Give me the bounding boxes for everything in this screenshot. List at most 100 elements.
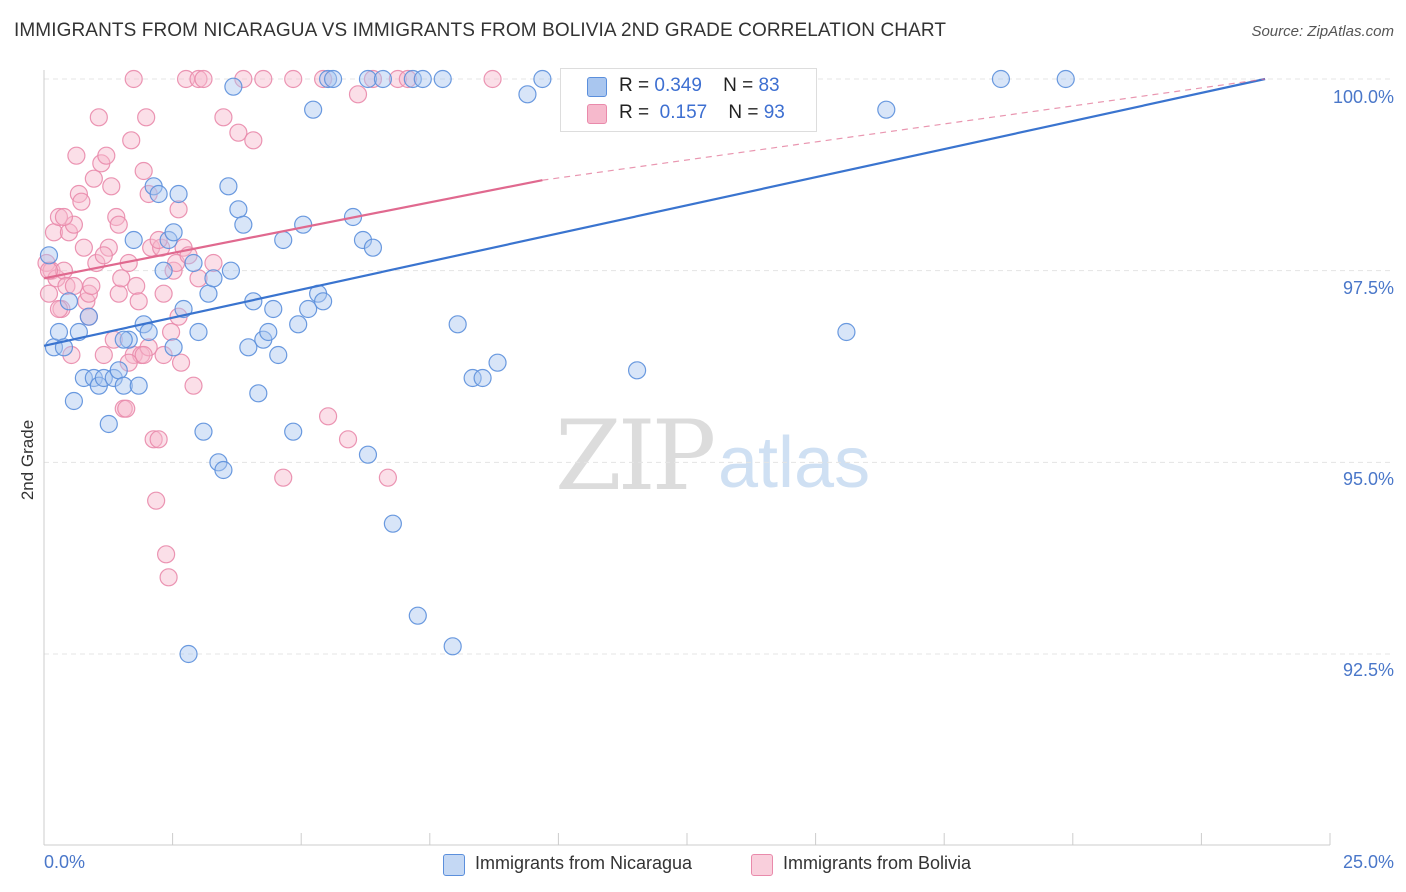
- bolivia-point: [398, 69, 417, 89]
- bolivia-point: [149, 430, 168, 449]
- nicaragua-point: [264, 299, 283, 319]
- nicaragua-point: [837, 322, 856, 342]
- bolivia-point: [64, 276, 84, 296]
- bolivia-point: [39, 261, 59, 280]
- bolivia-point: [109, 284, 128, 303]
- nicaragua-point: [403, 69, 422, 89]
- nicaragua-point: [109, 361, 128, 380]
- nicaragua-point: [473, 368, 492, 388]
- bolivia-point: [122, 131, 141, 150]
- bolivia-point: [161, 322, 181, 342]
- nicaragua-point: [289, 315, 308, 334]
- bolivia-point: [154, 284, 173, 303]
- bolivia-point: [102, 177, 121, 196]
- nicaragua-point: [413, 69, 432, 89]
- legend-text-nicaragua: R = 0.349 N = 83: [619, 75, 780, 97]
- nicaragua-point: [284, 422, 303, 441]
- bolivia-point: [363, 69, 383, 89]
- nicaragua-point: [433, 69, 452, 89]
- bolivia-point: [204, 253, 223, 273]
- y-tick-label: 95.0%: [1342, 469, 1394, 489]
- bolivia-point: [74, 238, 93, 257]
- bolivia-trendline: [43, 179, 543, 280]
- watermark-atlas: atlas: [718, 423, 871, 503]
- bolivia-point: [97, 146, 116, 165]
- bolivia-point: [254, 69, 273, 89]
- nicaragua-point: [269, 345, 288, 365]
- nicaragua-point: [49, 322, 69, 342]
- bolivia-point: [184, 376, 203, 395]
- nicaragua-point: [224, 77, 243, 96]
- nicaragua-point: [249, 384, 268, 403]
- bolivia-point: [229, 123, 248, 142]
- bolivia-point: [214, 108, 233, 127]
- nicaragua-point: [129, 376, 148, 395]
- correlation-legend: R = 0.349 N = 83 R = 0.157 N = 93: [560, 68, 817, 132]
- nicaragua-point: [448, 315, 467, 334]
- nicaragua-point: [64, 391, 84, 411]
- nicaragua-point: [877, 100, 896, 119]
- bolivia-point: [171, 353, 191, 372]
- bolivia-point: [244, 131, 263, 150]
- nicaragua-point: [214, 460, 233, 480]
- nicaragua-point: [518, 85, 537, 104]
- nicaragua-point: [488, 353, 507, 372]
- nicaragua-point: [383, 514, 402, 533]
- bolivia-point: [39, 284, 59, 303]
- nicaragua-point: [124, 230, 143, 250]
- nicaragua-point: [94, 368, 113, 388]
- nicaragua-point: [99, 414, 118, 434]
- nicaragua-point: [294, 215, 313, 234]
- nicaragua-point: [74, 368, 93, 388]
- nicaragua-point: [323, 69, 343, 89]
- nicaragua-point: [304, 100, 323, 119]
- bolivia-point: [84, 169, 103, 188]
- bolivia-point: [119, 353, 138, 372]
- nicaragua-point: [169, 184, 188, 204]
- x-max-label: 25.0%: [1342, 852, 1394, 872]
- nicaragua-point: [274, 230, 293, 250]
- n-value: 93: [763, 102, 785, 123]
- nicaragua-point: [533, 69, 552, 89]
- chart-title: IMMIGRANTS FROM NICARAGUA VS IMMIGRANTS …: [14, 20, 947, 41]
- y-tick-label: 97.5%: [1342, 278, 1394, 298]
- bolivia-point: [94, 246, 113, 265]
- bolivia-point: [318, 407, 338, 426]
- nicaragua-point: [1056, 69, 1075, 89]
- r-value: 0.349: [654, 75, 702, 96]
- nicaragua-point: [154, 261, 173, 280]
- source-label: Source: ZipAtlas.com: [1251, 23, 1394, 40]
- nicaragua-point: [373, 69, 393, 89]
- bolivia-point: [234, 69, 253, 89]
- n-label: N =: [723, 75, 754, 96]
- nicaragua-point: [174, 299, 193, 319]
- bolivia-point: [112, 269, 131, 288]
- nicaragua-point: [358, 445, 378, 464]
- bolivia-point: [134, 161, 153, 181]
- bolivia-point: [109, 215, 128, 234]
- nicaragua-point: [318, 69, 338, 89]
- bolivia-point: [194, 69, 213, 89]
- bolivia-point: [274, 468, 293, 487]
- nicaragua-point: [79, 307, 98, 326]
- bolivia-point: [62, 345, 81, 365]
- nicaragua-point: [59, 292, 79, 311]
- nicaragua-point: [991, 69, 1011, 89]
- nicaragua-point: [299, 299, 318, 319]
- bolivia-point: [127, 276, 146, 296]
- nicaragua-point: [234, 215, 253, 234]
- r-value: 0.157: [659, 102, 708, 123]
- bolivia-trendline-extension: [542, 78, 1266, 181]
- nicaragua-point: [463, 368, 482, 388]
- bolivia-point: [137, 108, 156, 127]
- nicaragua-point: [229, 200, 248, 219]
- bolivia-point: [483, 69, 502, 89]
- nicaragua-point: [164, 338, 183, 357]
- r-label: R =: [619, 102, 650, 123]
- y-tick-label: 92.5%: [1342, 660, 1394, 680]
- bolivia-point: [284, 69, 303, 89]
- bolivia-point: [189, 69, 208, 89]
- bolivia-point: [154, 345, 173, 365]
- bolivia-point: [129, 292, 148, 311]
- bolivia-point: [124, 69, 143, 89]
